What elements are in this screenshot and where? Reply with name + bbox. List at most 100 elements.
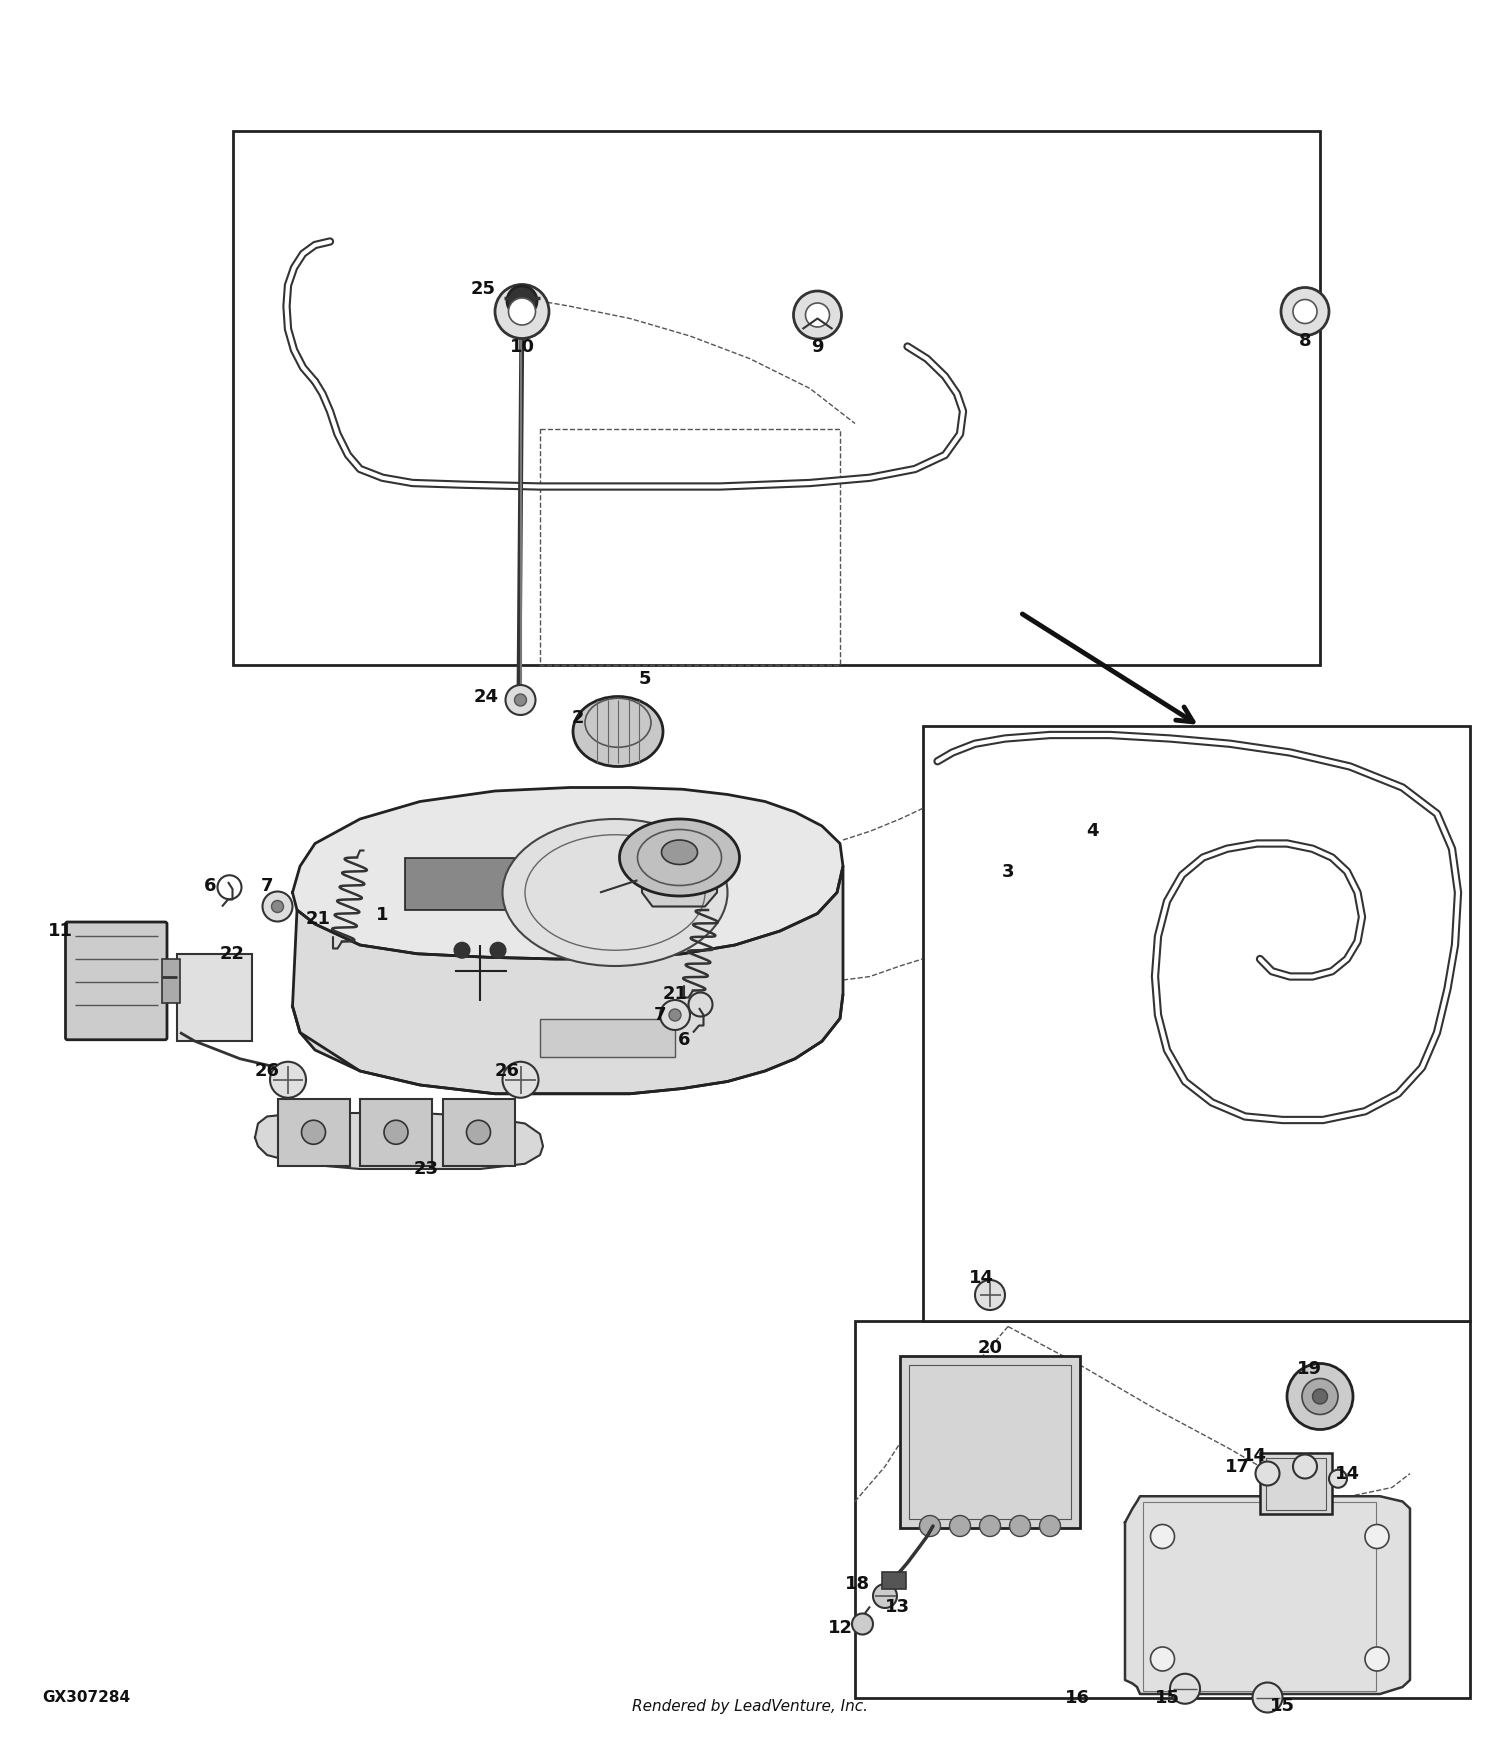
Ellipse shape <box>662 840 698 864</box>
Circle shape <box>1329 1470 1347 1488</box>
Text: 14: 14 <box>1242 1447 1266 1465</box>
Circle shape <box>1365 1647 1389 1671</box>
Circle shape <box>302 1120 326 1144</box>
Circle shape <box>1150 1524 1174 1549</box>
Bar <box>855 1321 1470 1698</box>
Text: 6: 6 <box>678 1031 690 1048</box>
Circle shape <box>669 1010 681 1020</box>
Text: 22: 22 <box>220 945 245 963</box>
Circle shape <box>980 1516 1000 1536</box>
Circle shape <box>794 290 842 340</box>
FancyBboxPatch shape <box>66 922 166 1040</box>
Circle shape <box>1150 1647 1174 1671</box>
Bar <box>909 1365 1071 1519</box>
Ellipse shape <box>503 819 728 966</box>
Bar <box>882 1572 906 1589</box>
Polygon shape <box>292 788 843 959</box>
Text: 19: 19 <box>1298 1360 1322 1377</box>
Ellipse shape <box>620 819 740 896</box>
Text: 26: 26 <box>495 1062 519 1080</box>
Circle shape <box>873 1584 897 1608</box>
Bar <box>922 726 1470 1321</box>
Circle shape <box>506 684 536 716</box>
Bar <box>1143 1502 1376 1690</box>
Circle shape <box>509 298 536 326</box>
Circle shape <box>852 1614 873 1634</box>
Bar <box>540 1018 675 1057</box>
Bar <box>900 1356 1080 1528</box>
Circle shape <box>975 1279 1005 1311</box>
Circle shape <box>1302 1379 1338 1414</box>
Circle shape <box>920 1516 940 1536</box>
Text: 6: 6 <box>204 877 216 894</box>
Circle shape <box>495 285 549 338</box>
Circle shape <box>660 999 690 1031</box>
Text: 8: 8 <box>1299 332 1311 350</box>
Text: 11: 11 <box>48 922 72 940</box>
Circle shape <box>1256 1461 1280 1486</box>
Text: 14: 14 <box>969 1269 993 1286</box>
Bar <box>162 959 180 1003</box>
Bar <box>278 1099 350 1166</box>
Circle shape <box>514 695 526 705</box>
Circle shape <box>806 303 830 327</box>
Circle shape <box>270 1062 306 1097</box>
Circle shape <box>466 1120 490 1144</box>
Circle shape <box>272 901 284 912</box>
Circle shape <box>1293 1454 1317 1479</box>
Polygon shape <box>255 1113 543 1169</box>
Circle shape <box>1365 1524 1389 1549</box>
Text: 13: 13 <box>885 1598 909 1615</box>
Circle shape <box>454 943 470 957</box>
Circle shape <box>1010 1516 1031 1536</box>
Bar <box>360 1099 432 1166</box>
Text: 9: 9 <box>812 338 824 355</box>
Text: 10: 10 <box>510 338 534 355</box>
Bar <box>1260 1452 1332 1514</box>
Circle shape <box>1252 1682 1282 1713</box>
Circle shape <box>262 891 292 922</box>
Circle shape <box>1170 1673 1200 1704</box>
Polygon shape <box>642 826 717 907</box>
Circle shape <box>1040 1516 1060 1536</box>
Circle shape <box>490 943 506 957</box>
Circle shape <box>1293 299 1317 324</box>
Text: 5: 5 <box>639 670 651 688</box>
Text: 7: 7 <box>654 1006 666 1024</box>
Text: 7: 7 <box>261 877 273 894</box>
Polygon shape <box>1125 1496 1410 1694</box>
Text: GX307284: GX307284 <box>42 1690 130 1704</box>
Text: 14: 14 <box>1335 1465 1359 1482</box>
Text: Rendered by LeadVenture, Inc.: Rendered by LeadVenture, Inc. <box>632 1699 868 1713</box>
Text: 18: 18 <box>846 1575 870 1592</box>
Bar <box>177 954 252 1041</box>
Text: 16: 16 <box>1065 1689 1089 1706</box>
Text: 26: 26 <box>255 1062 279 1080</box>
Polygon shape <box>292 866 843 1094</box>
Text: 15: 15 <box>1270 1698 1294 1715</box>
Text: 4: 4 <box>1086 822 1098 840</box>
Text: 12: 12 <box>828 1619 852 1636</box>
Ellipse shape <box>573 696 663 766</box>
Text: 23: 23 <box>414 1160 438 1178</box>
Circle shape <box>950 1516 970 1536</box>
Circle shape <box>507 285 537 317</box>
Circle shape <box>1281 287 1329 336</box>
Bar <box>232 131 1320 665</box>
Bar <box>405 858 517 910</box>
Text: 1: 1 <box>376 906 388 924</box>
Text: 17: 17 <box>1226 1458 1250 1475</box>
Text: 2: 2 <box>572 709 584 726</box>
Circle shape <box>1312 1390 1328 1404</box>
Circle shape <box>384 1120 408 1144</box>
Bar <box>442 1099 514 1166</box>
Text: 25: 25 <box>471 280 495 298</box>
Text: 21: 21 <box>306 910 330 928</box>
Text: 15: 15 <box>1155 1689 1179 1706</box>
Text: 3: 3 <box>1002 863 1014 880</box>
Text: 24: 24 <box>474 688 498 705</box>
Circle shape <box>503 1062 538 1097</box>
Bar <box>1266 1458 1326 1510</box>
Text: 21: 21 <box>663 985 687 1003</box>
Circle shape <box>1287 1363 1353 1430</box>
